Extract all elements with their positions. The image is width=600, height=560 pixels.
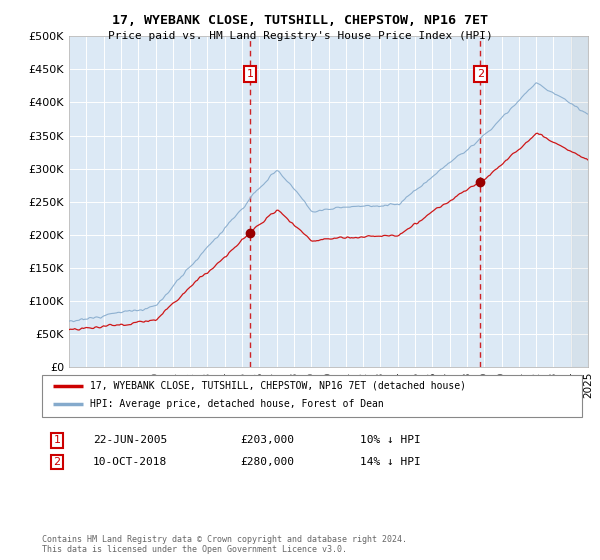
Text: Price paid vs. HM Land Registry's House Price Index (HPI): Price paid vs. HM Land Registry's House …: [107, 31, 493, 41]
Text: 2: 2: [53, 457, 61, 467]
Text: 14% ↓ HPI: 14% ↓ HPI: [360, 457, 421, 467]
Bar: [571, 36, 588, 367]
Text: 22-JUN-2005: 22-JUN-2005: [93, 435, 167, 445]
Text: 10-OCT-2018: 10-OCT-2018: [93, 457, 167, 467]
Text: Contains HM Land Registry data © Crown copyright and database right 2024.
This d: Contains HM Land Registry data © Crown c…: [42, 535, 407, 554]
Text: HPI: Average price, detached house, Forest of Dean: HPI: Average price, detached house, Fore…: [90, 399, 384, 409]
Text: 1: 1: [53, 435, 61, 445]
Text: 17, WYEBANK CLOSE, TUTSHILL, CHEPSTOW, NP16 7ET: 17, WYEBANK CLOSE, TUTSHILL, CHEPSTOW, N…: [112, 14, 488, 27]
Text: £280,000: £280,000: [240, 457, 294, 467]
Text: 2: 2: [477, 69, 484, 79]
Text: 10% ↓ HPI: 10% ↓ HPI: [360, 435, 421, 445]
Text: £203,000: £203,000: [240, 435, 294, 445]
Text: 17, WYEBANK CLOSE, TUTSHILL, CHEPSTOW, NP16 7ET (detached house): 17, WYEBANK CLOSE, TUTSHILL, CHEPSTOW, N…: [90, 381, 466, 391]
Text: 1: 1: [247, 69, 254, 79]
